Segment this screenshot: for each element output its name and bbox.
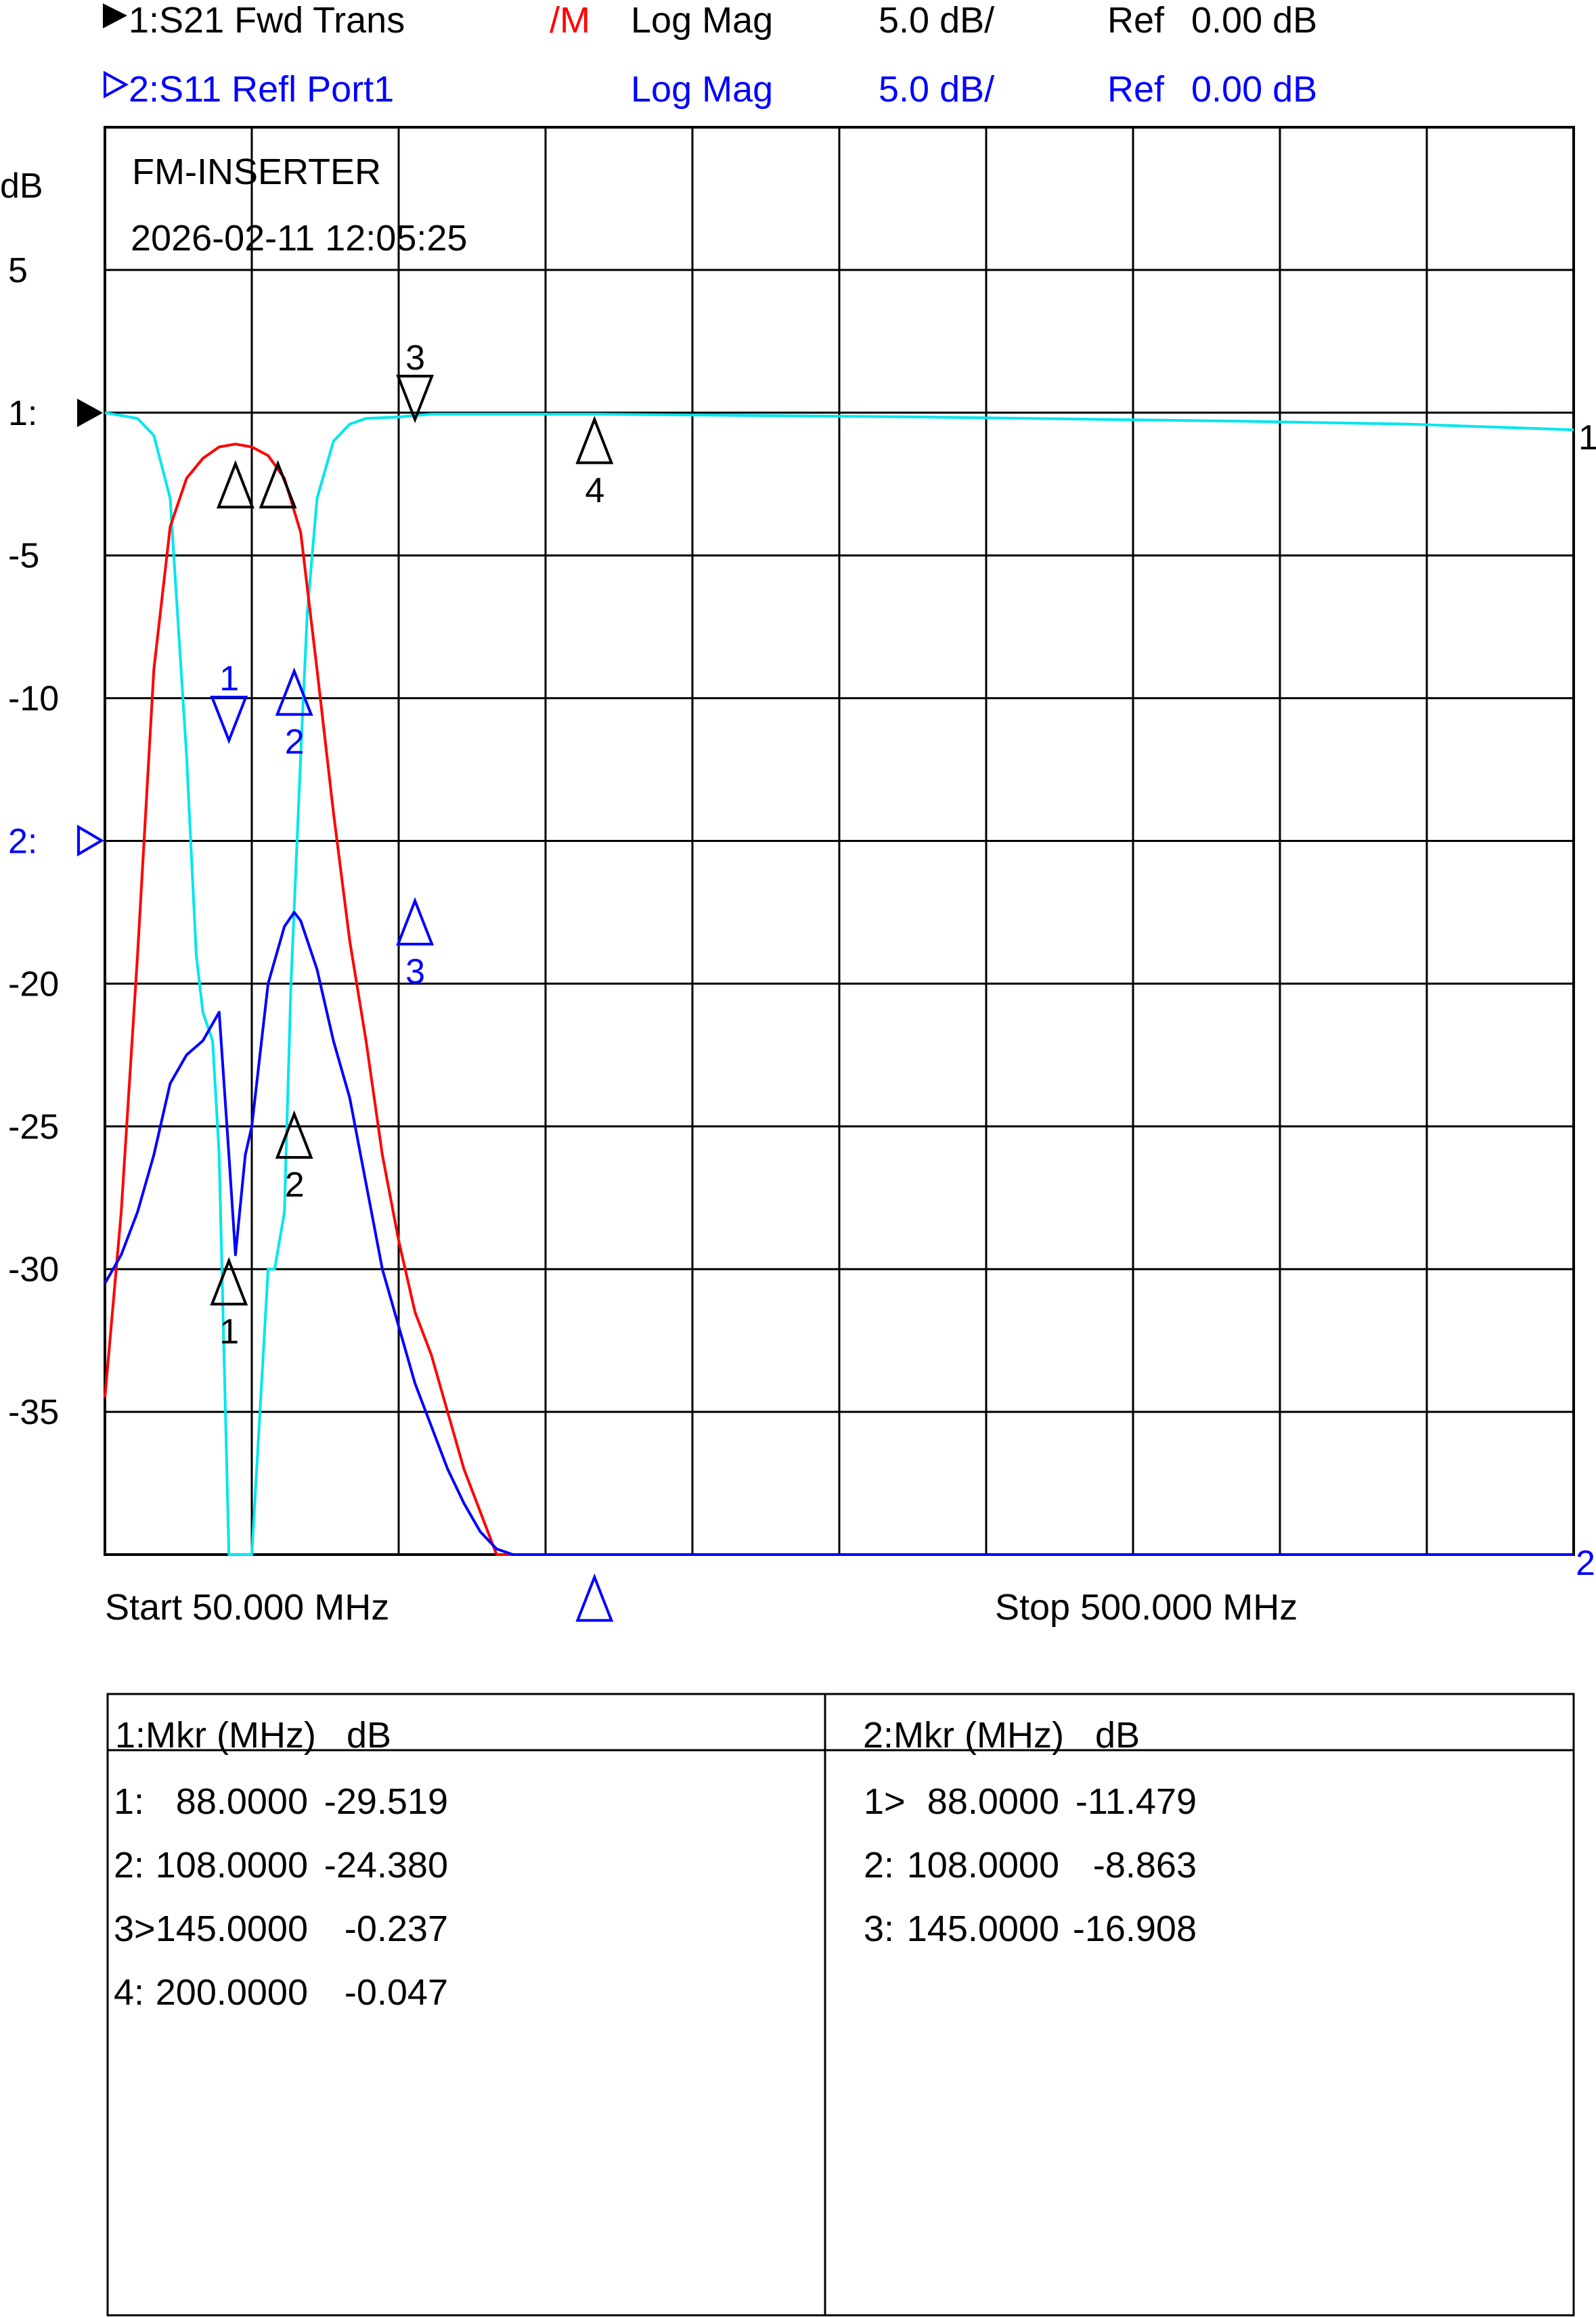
marker-row-value: -0.047 bbox=[345, 1972, 448, 2013]
marker-triangle-icon bbox=[575, 416, 614, 464]
y-tick-label: -25 bbox=[8, 1107, 59, 1146]
ch2-format: Log Mag bbox=[631, 69, 773, 110]
trace-1-s21-fwd-trans-m bbox=[104, 411, 1574, 1556]
ch2-ref-value: 0.00 dB bbox=[1191, 69, 1317, 110]
right-marker-rows: 1> 88.0000 -11.479 2: 108.0000 -8.863 3: 145.00… bbox=[864, 1781, 1197, 1949]
left-table-header-freq: 1:Mkr (MHz) bbox=[115, 1715, 316, 1756]
ch1-ref-label: Ref bbox=[1107, 0, 1165, 41]
plot-timestamp: 2026-02-11 12:05:25 bbox=[131, 218, 467, 259]
ch2-arrow-icon bbox=[104, 70, 129, 99]
y-tick-label: -20 bbox=[8, 964, 59, 1004]
ch1-ref-value: 0.00 dB bbox=[1191, 0, 1317, 41]
marker-row-frequency: 88.0000 bbox=[176, 1781, 308, 1822]
y-tick-label: -10 bbox=[8, 679, 59, 719]
marker-row-frequency: 108.0000 bbox=[156, 1845, 308, 1886]
marker-label: 3 bbox=[405, 952, 425, 991]
marker-label: 4 bbox=[585, 471, 604, 510]
marker-label: 3 bbox=[405, 338, 425, 378]
marker-row-id: 4: bbox=[114, 1972, 144, 2013]
marker-row-value: -24.380 bbox=[324, 1845, 448, 1886]
marker-triangle-icon bbox=[216, 460, 254, 509]
y-unit-label: dB bbox=[0, 166, 43, 206]
ch2-right-label: 2 bbox=[1576, 1544, 1595, 1583]
marker-triangle-icon bbox=[396, 374, 435, 424]
marker-row-id: 1> bbox=[864, 1781, 906, 1822]
marker-triangle-icon bbox=[210, 1257, 248, 1306]
ch1-scale: 5.0 dB/ bbox=[879, 0, 994, 41]
marker-row-value: -0.237 bbox=[345, 1909, 448, 1949]
ch2-name: 2:S11 Refl Port1 bbox=[129, 69, 394, 110]
marker-label: 2 bbox=[285, 723, 305, 762]
marker-row-id: 2: bbox=[114, 1845, 144, 1886]
ch1-name: 1:S21 Fwd Trans bbox=[129, 0, 405, 41]
ch1-memory-flag: /M bbox=[550, 0, 590, 41]
marker-triangle-icon bbox=[275, 667, 313, 716]
start-frequency-label: Start 50.000 MHz bbox=[105, 1587, 389, 1628]
marker-triangle-icon bbox=[275, 1110, 313, 1159]
marker-label: 1 bbox=[219, 1312, 239, 1352]
marker-triangle-icon bbox=[259, 460, 297, 509]
y-tick-label: -5 bbox=[8, 537, 39, 576]
ch2-scale: 5.0 dB/ bbox=[879, 69, 994, 110]
marker-row-id: 3: bbox=[864, 1909, 894, 1949]
y-tick-label: -30 bbox=[8, 1250, 59, 1289]
marker-row-value: -11.479 bbox=[1076, 1781, 1197, 1822]
marker-row-frequency: 108.0000 bbox=[907, 1845, 1059, 1886]
y-tick-label: 2: bbox=[8, 822, 37, 862]
ch1-format: Log Mag bbox=[631, 0, 773, 41]
plot-grid bbox=[104, 126, 1575, 1556]
marker-row-frequency: 145.0000 bbox=[907, 1909, 1059, 1949]
plot-title: FM-INSERTER bbox=[132, 152, 381, 192]
stop-frequency-label: Stop 500.000 MHz bbox=[995, 1587, 1298, 1628]
y-tick-label: 5 bbox=[8, 251, 28, 290]
marker-row-value: -16.908 bbox=[1073, 1909, 1197, 1949]
marker-row-id: 3> bbox=[114, 1909, 156, 1949]
marker-row-value: -29.519 bbox=[324, 1781, 448, 1822]
marker-triangle-icon bbox=[575, 1573, 614, 1622]
marker-row-frequency: 200.0000 bbox=[156, 1972, 308, 2013]
y-tick-labels: 5 1: -5 -10 2: -20 -25 -30 -35 bbox=[8, 251, 59, 1432]
marker-label: 2 bbox=[285, 1165, 305, 1205]
ch2-ref-pointer-icon bbox=[77, 824, 104, 857]
marker-row-id: 2: bbox=[864, 1845, 894, 1886]
marker-row-value: -8.863 bbox=[1093, 1845, 1197, 1886]
marker-triangle-icon bbox=[396, 897, 435, 945]
marker-row-frequency: 88.0000 bbox=[927, 1781, 1059, 1822]
trace-2-s11-refl-port1 bbox=[104, 910, 1574, 1556]
left-marker-rows: 1: 88.0000 -29.519 2: 108.0000 -24.380 3> 145.0… bbox=[114, 1781, 448, 2013]
trace-group bbox=[104, 411, 1574, 1556]
right-table-header-freq: 2:Mkr (MHz) bbox=[863, 1715, 1064, 1756]
marker-triangle-icon bbox=[210, 695, 248, 744]
marker-label: 1 bbox=[219, 659, 239, 698]
right-table-header-db: dB bbox=[1095, 1715, 1140, 1756]
ch1-ref-pointer-icon bbox=[77, 399, 103, 427]
marker-row-frequency: 145.0000 bbox=[156, 1909, 308, 1949]
y-tick-label: -35 bbox=[8, 1393, 59, 1432]
ch2-ref-label: Ref bbox=[1107, 69, 1165, 110]
marker-table: 1:Mkr (MHz) dB 1: 88.0000 -29.519 2: 108.000… bbox=[106, 1693, 1575, 2317]
marker-row-id: 1: bbox=[114, 1781, 144, 1822]
ch1-active-arrow-icon bbox=[103, 3, 127, 28]
left-table-header-db: dB bbox=[347, 1715, 391, 1756]
marker-group: 1 2 3 4 1 2 3 bbox=[210, 338, 614, 1622]
ch1-right-label: 1 bbox=[1578, 418, 1596, 458]
y-tick-label: 1: bbox=[8, 394, 37, 433]
